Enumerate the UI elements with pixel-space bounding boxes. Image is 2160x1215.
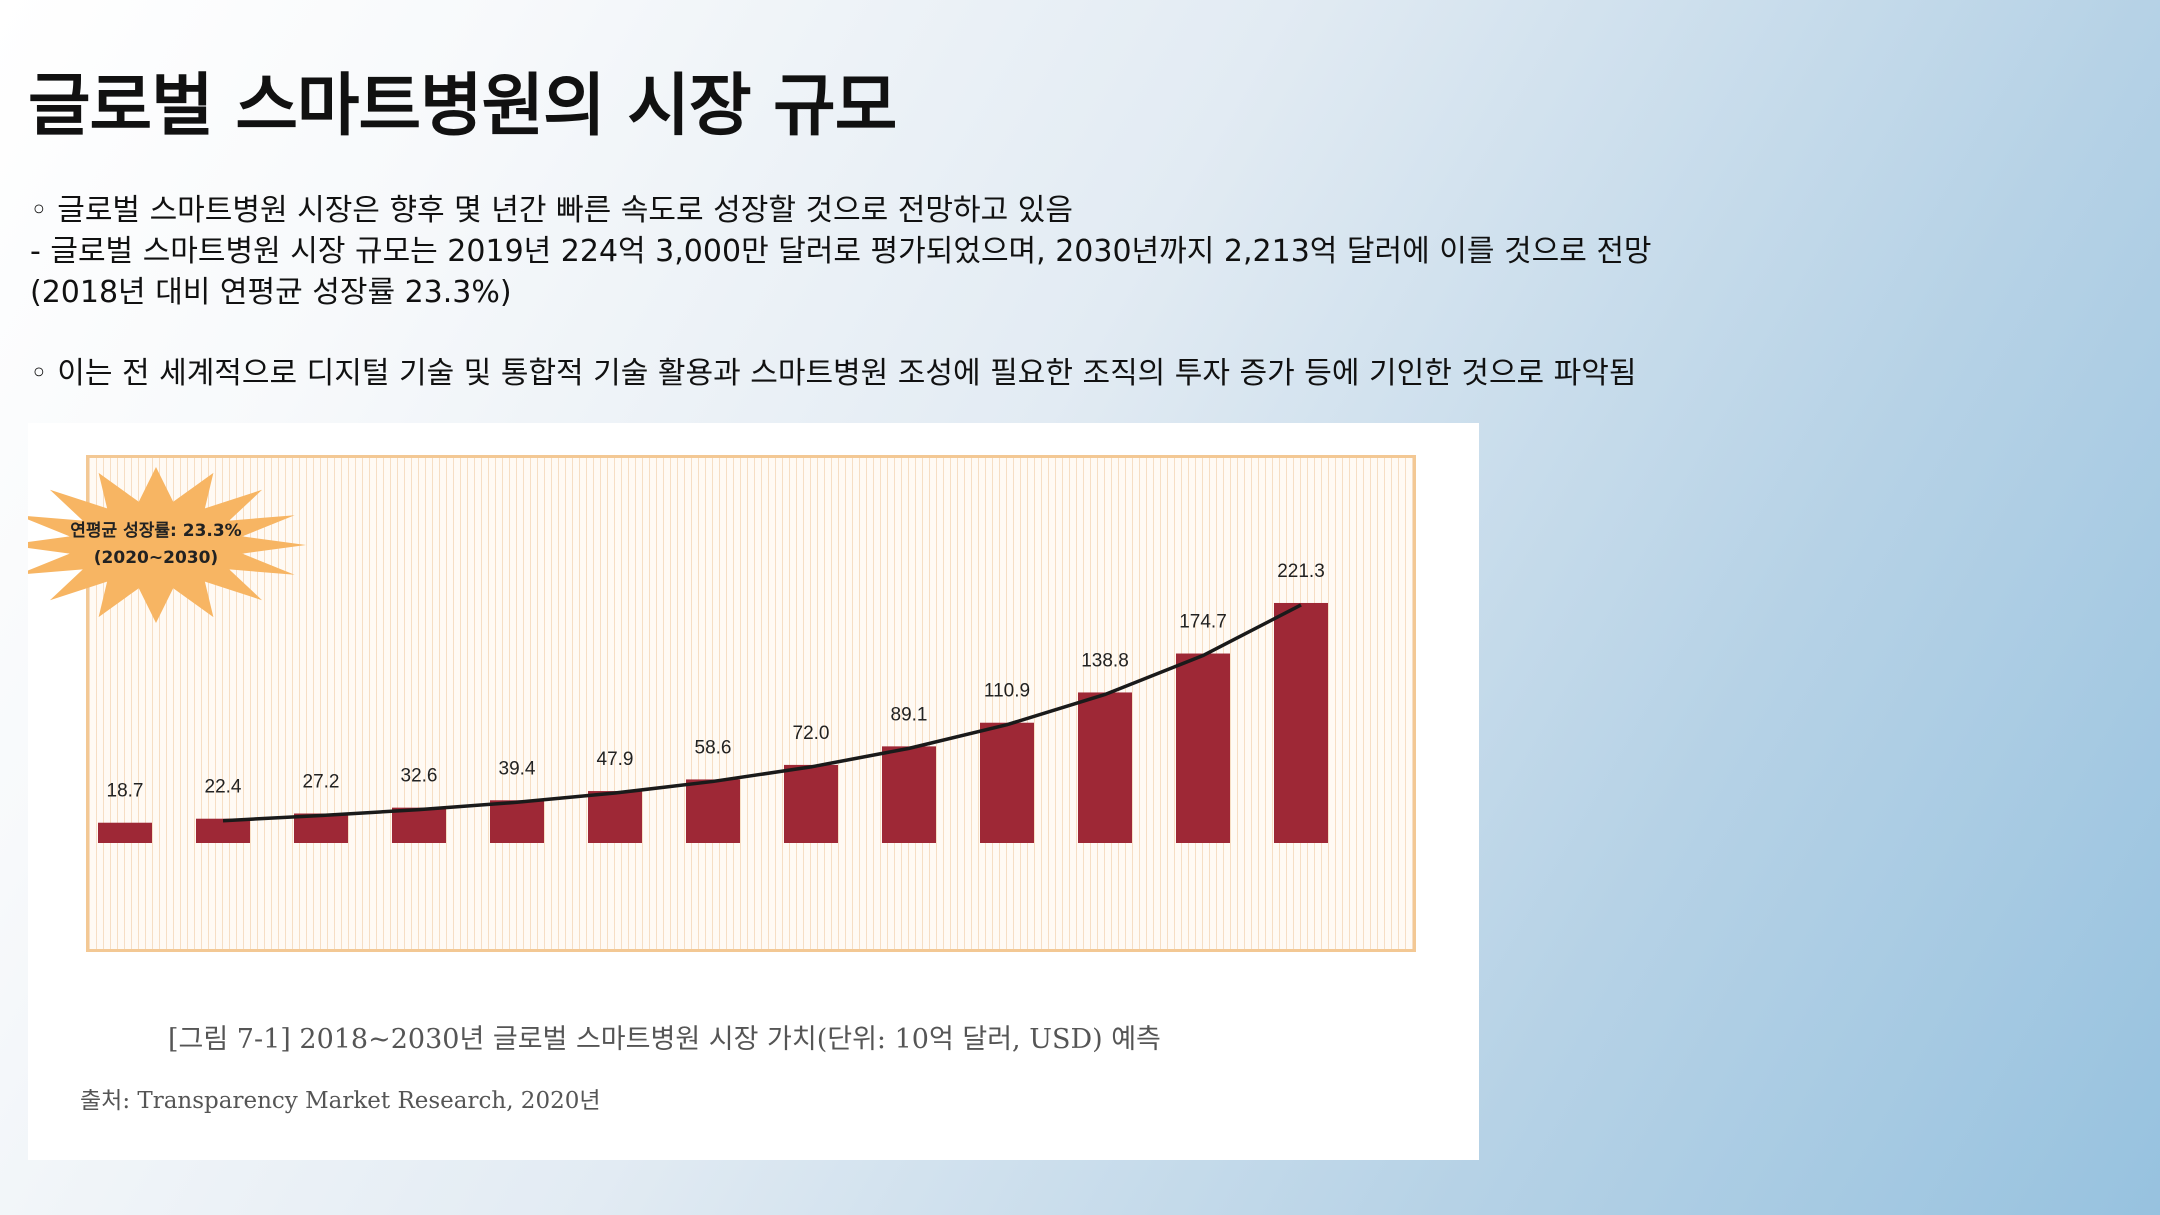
figure-caption: [그림 7-1] 2018~2030년 글로벌 스마트병원 시장 가치(단위: … <box>168 1024 1161 1055</box>
value-labels-layer: 18.7 22.4 27.2 32.6 39.4 47.9 58.6 72.0 89.1 110.… <box>107 561 1325 802</box>
cagr-burst-badge: 연평균 성장률: 23.3% (2020~2030) <box>28 467 306 623</box>
figure-source: 출처: Transparency Market Research, 2020년 <box>80 1088 601 1114</box>
bar-value-label-2022: 39.4 <box>499 758 536 779</box>
bar-value-label-2030: 221.3 <box>1277 561 1325 582</box>
bar-2027 <box>980 722 1034 843</box>
burst-shape <box>28 467 306 623</box>
bar-value-label-2025: 72.0 <box>793 723 830 744</box>
bar-value-label-2024: 58.6 <box>695 737 732 758</box>
bullet-drivers: ◦ 이는 전 세계적으로 디지털 기술 및 통합적 기술 활용과 스마트병원 조… <box>30 356 1637 391</box>
bar-value-label-2018: 18.7 <box>107 781 144 802</box>
bars-layer <box>98 602 1328 843</box>
bar-value-label-2027: 110.9 <box>984 681 1030 702</box>
bar-value-label-2028: 138.8 <box>1081 650 1129 671</box>
bar-value-label-2021: 32.6 <box>401 766 438 787</box>
bar-2023 <box>588 791 642 843</box>
bullet-market-size: - 글로벌 스마트병원 시장 규모는 2019년 224억 3,000만 달러로… <box>30 234 1652 269</box>
bar-value-label-2023: 47.9 <box>597 749 634 770</box>
bar-value-label-2026: 89.1 <box>891 704 928 725</box>
bar-2019 <box>196 818 250 843</box>
bar-value-label-2029: 174.7 <box>1179 612 1227 633</box>
chart-figure: 18.7 22.4 27.2 32.6 39.4 47.9 58.6 72.0 89.1 110.… <box>28 423 1479 1160</box>
bar-2030 <box>1274 602 1328 843</box>
bar-chart: 18.7 22.4 27.2 32.6 39.4 47.9 58.6 72.0 89.1 110.… <box>28 467 1328 843</box>
bullet-outlook: ◦ 글로벌 스마트병원 시장은 향후 몇 년간 빠른 속도로 성장할 것으로 전… <box>30 193 1073 228</box>
bar-2028 <box>1078 692 1132 843</box>
bar-2020 <box>294 813 348 843</box>
bullet-growth-rate: (2018년 대비 연평균 성장률 23.3%) <box>30 275 512 310</box>
bullet-text-block: ◦ 글로벌 스마트병원 시장은 향후 몇 년간 빠른 속도로 성장할 것으로 전… <box>30 190 1830 394</box>
trend-line <box>222 603 1302 823</box>
bar-2025 <box>784 764 838 843</box>
bar-2018 <box>98 822 152 843</box>
bar-2026 <box>882 746 936 843</box>
bar-2029 <box>1176 653 1230 843</box>
bar-value-label-2020: 27.2 <box>303 771 340 792</box>
bullet-spacer <box>30 313 1830 353</box>
bar-2021 <box>392 807 446 843</box>
cagr-label: 연평균 성장률: 23.3% <box>70 521 241 541</box>
cagr-period: (2020~2030) <box>94 548 218 568</box>
bar-2024 <box>686 779 740 843</box>
page-title: 글로벌 스마트병원의 시장 규모 <box>28 67 897 146</box>
bar-2022 <box>490 800 544 843</box>
bar-value-label-2019: 22.4 <box>205 777 242 798</box>
